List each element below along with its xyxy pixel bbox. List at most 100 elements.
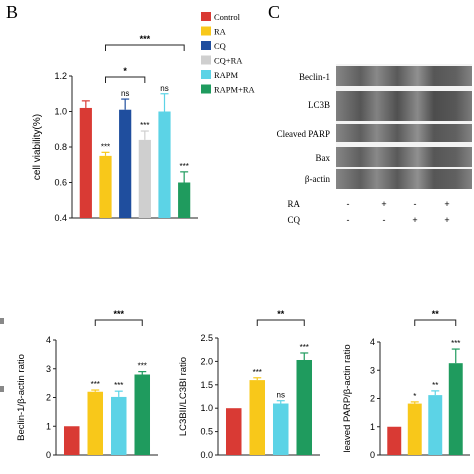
legend-label: CQ+RA [214, 56, 243, 66]
blot-row-label: Bax [316, 153, 331, 163]
y-tick-label: 0.8 [54, 142, 67, 152]
bar [87, 391, 104, 455]
y-tick-label: 0.5 [200, 427, 213, 437]
legend-swatch [201, 26, 211, 36]
bar [225, 408, 242, 455]
significance-label: *** [253, 368, 262, 377]
y-tick-label: 4 [46, 335, 51, 345]
y-axis-label: cell viability(%) [32, 114, 43, 180]
bar [448, 363, 463, 455]
bar [79, 107, 92, 218]
y-tick-label: 1.0 [200, 403, 213, 413]
comparison-bracket [414, 319, 457, 326]
blot-condition-mark: + [444, 199, 449, 209]
legend-swatch [201, 55, 211, 65]
significance-label: *** [179, 162, 188, 171]
comparison-bracket [256, 319, 305, 326]
y-tick-label: 2 [370, 394, 375, 404]
blot-condition-mark: - [347, 199, 350, 209]
y-tick-label: 2 [46, 393, 51, 403]
legend-label: RA [214, 27, 227, 37]
significance-label: *** [101, 142, 110, 151]
blot-condition-label: RA [287, 199, 300, 209]
y-tick-label: 1.5 [200, 380, 213, 390]
bar [134, 374, 151, 455]
y-tick-label: 0.0 [200, 450, 213, 460]
blot-band-row [336, 147, 472, 167]
blot-band-row [336, 169, 472, 189]
blot-band-row [336, 91, 472, 121]
blot-row-label: β-actin [305, 174, 331, 184]
panel-label-b: B [6, 2, 18, 22]
lc3b-ratio-chart: 0.0 0.5 1.0 1.5 2.0 2.5 LC3BII/LC3BI ratio *** n… [178, 309, 320, 460]
significance-label: *** [140, 121, 149, 130]
comparison-bracket [105, 76, 146, 83]
blot-row-label: Beclin-1 [299, 72, 330, 82]
bar [110, 396, 127, 455]
cropped-panel-fragment [0, 318, 4, 324]
comparison-bracket [94, 319, 143, 326]
comparison-bracket [105, 44, 185, 51]
significance-label: *** [300, 343, 309, 352]
blot-condition-mark: + [444, 215, 449, 225]
blot-condition-mark: - [383, 215, 386, 225]
blot-condition-mark: + [412, 215, 417, 225]
bracket-label: ** [432, 309, 440, 319]
blot-band-row [336, 124, 472, 142]
blot-row-label: Cleaved PARP [277, 129, 330, 139]
blot-condition-mark: + [381, 199, 386, 209]
significance-label: ns [121, 89, 129, 98]
bracket-label: * [123, 66, 127, 76]
beclin-ratio-chart: 0 1 2 3 4 Beclin-1/β-actin ratio *** *** *** *** [16, 309, 158, 460]
blot-band-row [336, 66, 472, 86]
y-axis-label: LC3BII/LC3BI ratio [178, 357, 189, 436]
legend-swatch [201, 84, 211, 94]
significance-label: ns [277, 391, 285, 400]
legend-swatch [201, 12, 211, 21]
significance-label: *** [138, 362, 147, 371]
bar [428, 395, 443, 455]
y-tick-label: 1 [370, 422, 375, 432]
y-tick-label: 1.2 [54, 71, 67, 81]
y-tick-label: 1 [46, 421, 51, 431]
bar [387, 426, 402, 455]
y-tick-label: 0 [370, 450, 375, 460]
bar [178, 182, 191, 218]
y-tick-label: 3 [46, 364, 51, 374]
legend-swatch [201, 70, 211, 79]
significance-label: *** [114, 381, 123, 390]
cropped-panel-fragment [0, 386, 4, 392]
bar [99, 155, 112, 218]
western-blot-panel: Beclin-1 LC3B Cleaved PARP Bax β-actin RA - + -… [277, 64, 472, 225]
bracket-label: *** [140, 34, 151, 44]
bar [138, 139, 151, 218]
legend-swatch [201, 41, 211, 50]
panel-label-c: C [268, 2, 280, 22]
bar [249, 380, 266, 455]
y-axis-label: leaved PARP/β-actin ratio [342, 344, 353, 452]
y-tick-label: 2.0 [200, 356, 213, 366]
significance-label: *** [451, 339, 460, 348]
y-tick-label: 4 [370, 337, 375, 347]
blot-row-label: LC3B [308, 100, 330, 110]
bar [407, 403, 422, 455]
y-tick-label: 0.4 [54, 213, 67, 223]
bracket-label: *** [113, 309, 124, 319]
blot-condition-mark: - [347, 215, 350, 225]
y-tick-label: 0.6 [54, 178, 67, 188]
bar [119, 109, 132, 218]
y-tick-label: 2.5 [200, 333, 213, 343]
legend-label: CQ [214, 41, 226, 51]
legend-label: Control [214, 12, 241, 22]
blot-condition-mark: - [414, 199, 417, 209]
y-axis-label: Beclin-1/β-actin ratio [16, 354, 27, 441]
bar [296, 359, 313, 455]
y-tick-label: 0 [46, 450, 51, 460]
bar [272, 403, 289, 455]
legend-label: RAPM [214, 70, 239, 80]
y-tick-label: 1.0 [54, 107, 67, 117]
legend-label: RAPM+RA [214, 85, 256, 95]
significance-label: ns [160, 84, 168, 93]
